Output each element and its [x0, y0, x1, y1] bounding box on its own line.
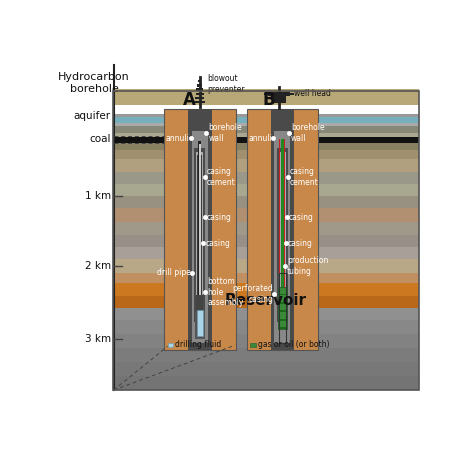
Text: casing: casing [289, 212, 314, 222]
Bar [112, 222, 419, 235]
Bar [268, 92, 290, 96]
Bar [197, 310, 203, 336]
Bar [112, 118, 419, 123]
Bar [112, 123, 419, 126]
Bar [278, 302, 287, 304]
Bar [274, 131, 291, 343]
Text: gas or oil (or both): gas or oil (or both) [258, 340, 329, 350]
Bar [112, 137, 419, 143]
Text: casing
cement: casing cement [207, 167, 236, 187]
Bar [278, 319, 287, 321]
Text: drill pipe: drill pipe [157, 268, 191, 277]
Text: 1 km: 1 km [84, 191, 110, 201]
Bar [112, 362, 419, 376]
Bar [112, 296, 419, 308]
Bar [112, 196, 419, 208]
Bar [112, 334, 419, 348]
Text: casing: casing [205, 239, 230, 248]
Text: A: A [183, 91, 196, 109]
Bar [112, 247, 419, 259]
Bar [112, 133, 419, 137]
Bar [196, 152, 203, 315]
Text: Reservoir: Reservoir [225, 293, 307, 308]
Bar [112, 159, 419, 172]
Bar [194, 101, 205, 104]
Text: annuli: annuli [165, 134, 190, 143]
Bar [271, 109, 294, 350]
Bar [112, 320, 419, 334]
Bar [168, 343, 173, 347]
Bar [264, 93, 269, 95]
Bar [112, 126, 419, 133]
Bar [112, 376, 419, 390]
Bar [188, 109, 211, 350]
Bar [194, 148, 205, 322]
Bar [112, 273, 419, 283]
Bar [112, 184, 419, 196]
Bar [272, 96, 285, 103]
Bar [279, 273, 286, 343]
Bar [283, 139, 284, 315]
Bar [112, 91, 419, 390]
Text: bottom
hole
assembly: bottom hole assembly [207, 277, 244, 307]
Bar [279, 139, 280, 315]
Text: production
tubing: production tubing [287, 256, 328, 276]
Bar [196, 295, 203, 311]
Text: blowout
preventer: blowout preventer [208, 74, 245, 94]
Bar [250, 343, 256, 347]
Bar [112, 208, 419, 222]
Bar [196, 93, 204, 95]
Bar [289, 93, 293, 95]
Text: borehole
wall: borehole wall [291, 123, 325, 143]
Bar [278, 294, 287, 296]
Text: borehole
wall: borehole wall [208, 123, 242, 143]
Bar [278, 311, 287, 312]
Bar [278, 327, 287, 329]
Bar [279, 152, 286, 315]
Bar [112, 89, 419, 105]
Text: B: B [262, 91, 275, 109]
Bar [195, 97, 204, 99]
Bar [195, 311, 205, 340]
Bar [191, 131, 208, 343]
Bar [281, 139, 283, 315]
Bar [277, 148, 288, 322]
Bar [198, 141, 201, 315]
Text: casing: casing [288, 239, 313, 248]
Bar [198, 80, 201, 83]
Text: perforated
casing: perforated casing [232, 284, 273, 304]
Text: drilling fluid: drilling fluid [175, 340, 221, 350]
Bar [278, 287, 287, 329]
Bar [112, 114, 419, 118]
Bar [196, 89, 203, 91]
Text: well head: well head [293, 89, 330, 98]
Bar [197, 155, 202, 305]
Text: coal: coal [89, 134, 110, 144]
Text: casing
cement: casing cement [290, 167, 319, 187]
Bar [112, 172, 419, 184]
Text: 2 km: 2 km [84, 261, 110, 271]
Text: casing: casing [206, 212, 231, 222]
Bar [112, 283, 419, 296]
Bar [199, 144, 201, 308]
Bar [197, 84, 202, 87]
Bar [112, 235, 419, 247]
Bar [112, 308, 419, 320]
Text: 3 km: 3 km [84, 335, 110, 345]
Bar [246, 109, 318, 350]
Bar [112, 149, 419, 159]
Text: aquifer: aquifer [73, 111, 110, 121]
Bar [112, 143, 419, 149]
Bar [112, 348, 419, 362]
Bar [164, 109, 236, 350]
Text: Hydrocarbon
borehole: Hydrocarbon borehole [58, 72, 130, 94]
Bar [112, 259, 419, 273]
Text: annuli: annuli [248, 134, 272, 143]
